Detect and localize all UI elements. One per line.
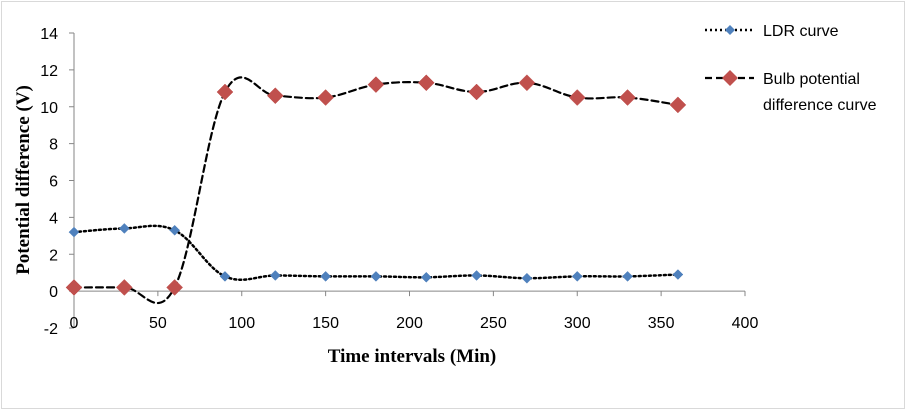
tick-labels: -2 0 2 4 6 8 10 12 14 0 50 100 150 200 250 300 350 400 — [40, 26, 758, 338]
bulb-data-point — [518, 74, 536, 92]
y-tick-label: 6 — [49, 174, 58, 191]
y-tick-label: 2 — [49, 247, 58, 264]
x-tick-label: 250 — [480, 315, 507, 332]
x-tick-label: 0 — [70, 315, 79, 332]
bulb-data-point — [568, 89, 586, 106]
bulb-data-point — [367, 76, 385, 93]
y-tick-label: 8 — [49, 137, 58, 154]
bulb-data-point — [166, 279, 184, 296]
y-tick-label: 14 — [40, 26, 58, 43]
x-tick-label: 100 — [228, 315, 255, 332]
bulb-series-line — [72, 76, 679, 305]
y-tick-label: 0 — [49, 284, 58, 301]
x-tick-label: 350 — [648, 315, 675, 332]
y-axis-title: Potential difference (V) — [13, 85, 34, 275]
y-tick-label: 4 — [49, 210, 58, 227]
bulb-data-point — [417, 74, 435, 92]
bulb-data-point — [619, 89, 636, 106]
bulb-data-point — [216, 83, 234, 101]
legend-label-bulb-line: Bulb potential — [763, 71, 860, 88]
bulb-data-point — [266, 87, 284, 105]
x-tick-label: 300 — [564, 315, 591, 332]
x-tick-label: 400 — [732, 315, 759, 332]
legend-ldr-marker — [725, 25, 735, 35]
x-tick-label: 50 — [149, 315, 167, 332]
bulb-data-point — [115, 279, 133, 296]
bulb-data-point — [317, 89, 334, 106]
legend: LDR curve Bulb potential difference curve — [705, 23, 877, 114]
x-tick-label: 200 — [396, 315, 423, 332]
legend-label-bulb: Bulb potential difference curve — [763, 71, 877, 114]
series-lines — [72, 76, 680, 305]
x-tick-label: 150 — [312, 315, 339, 332]
legend-label-bulb-line: difference curve — [763, 97, 877, 114]
y-tick-label: 10 — [40, 100, 58, 117]
series-markers — [65, 74, 687, 296]
bulb-data-point — [669, 96, 687, 114]
y-tick-label: -2 — [44, 321, 58, 338]
bulb-data-point — [468, 83, 485, 101]
y-tick-label: 12 — [40, 63, 58, 80]
x-axis-title: Time intervals (Min) — [328, 346, 497, 367]
legend-bulb-marker — [722, 70, 738, 86]
bulb-data-point — [65, 279, 83, 296]
legend-label-ldr: LDR curve — [763, 23, 839, 40]
